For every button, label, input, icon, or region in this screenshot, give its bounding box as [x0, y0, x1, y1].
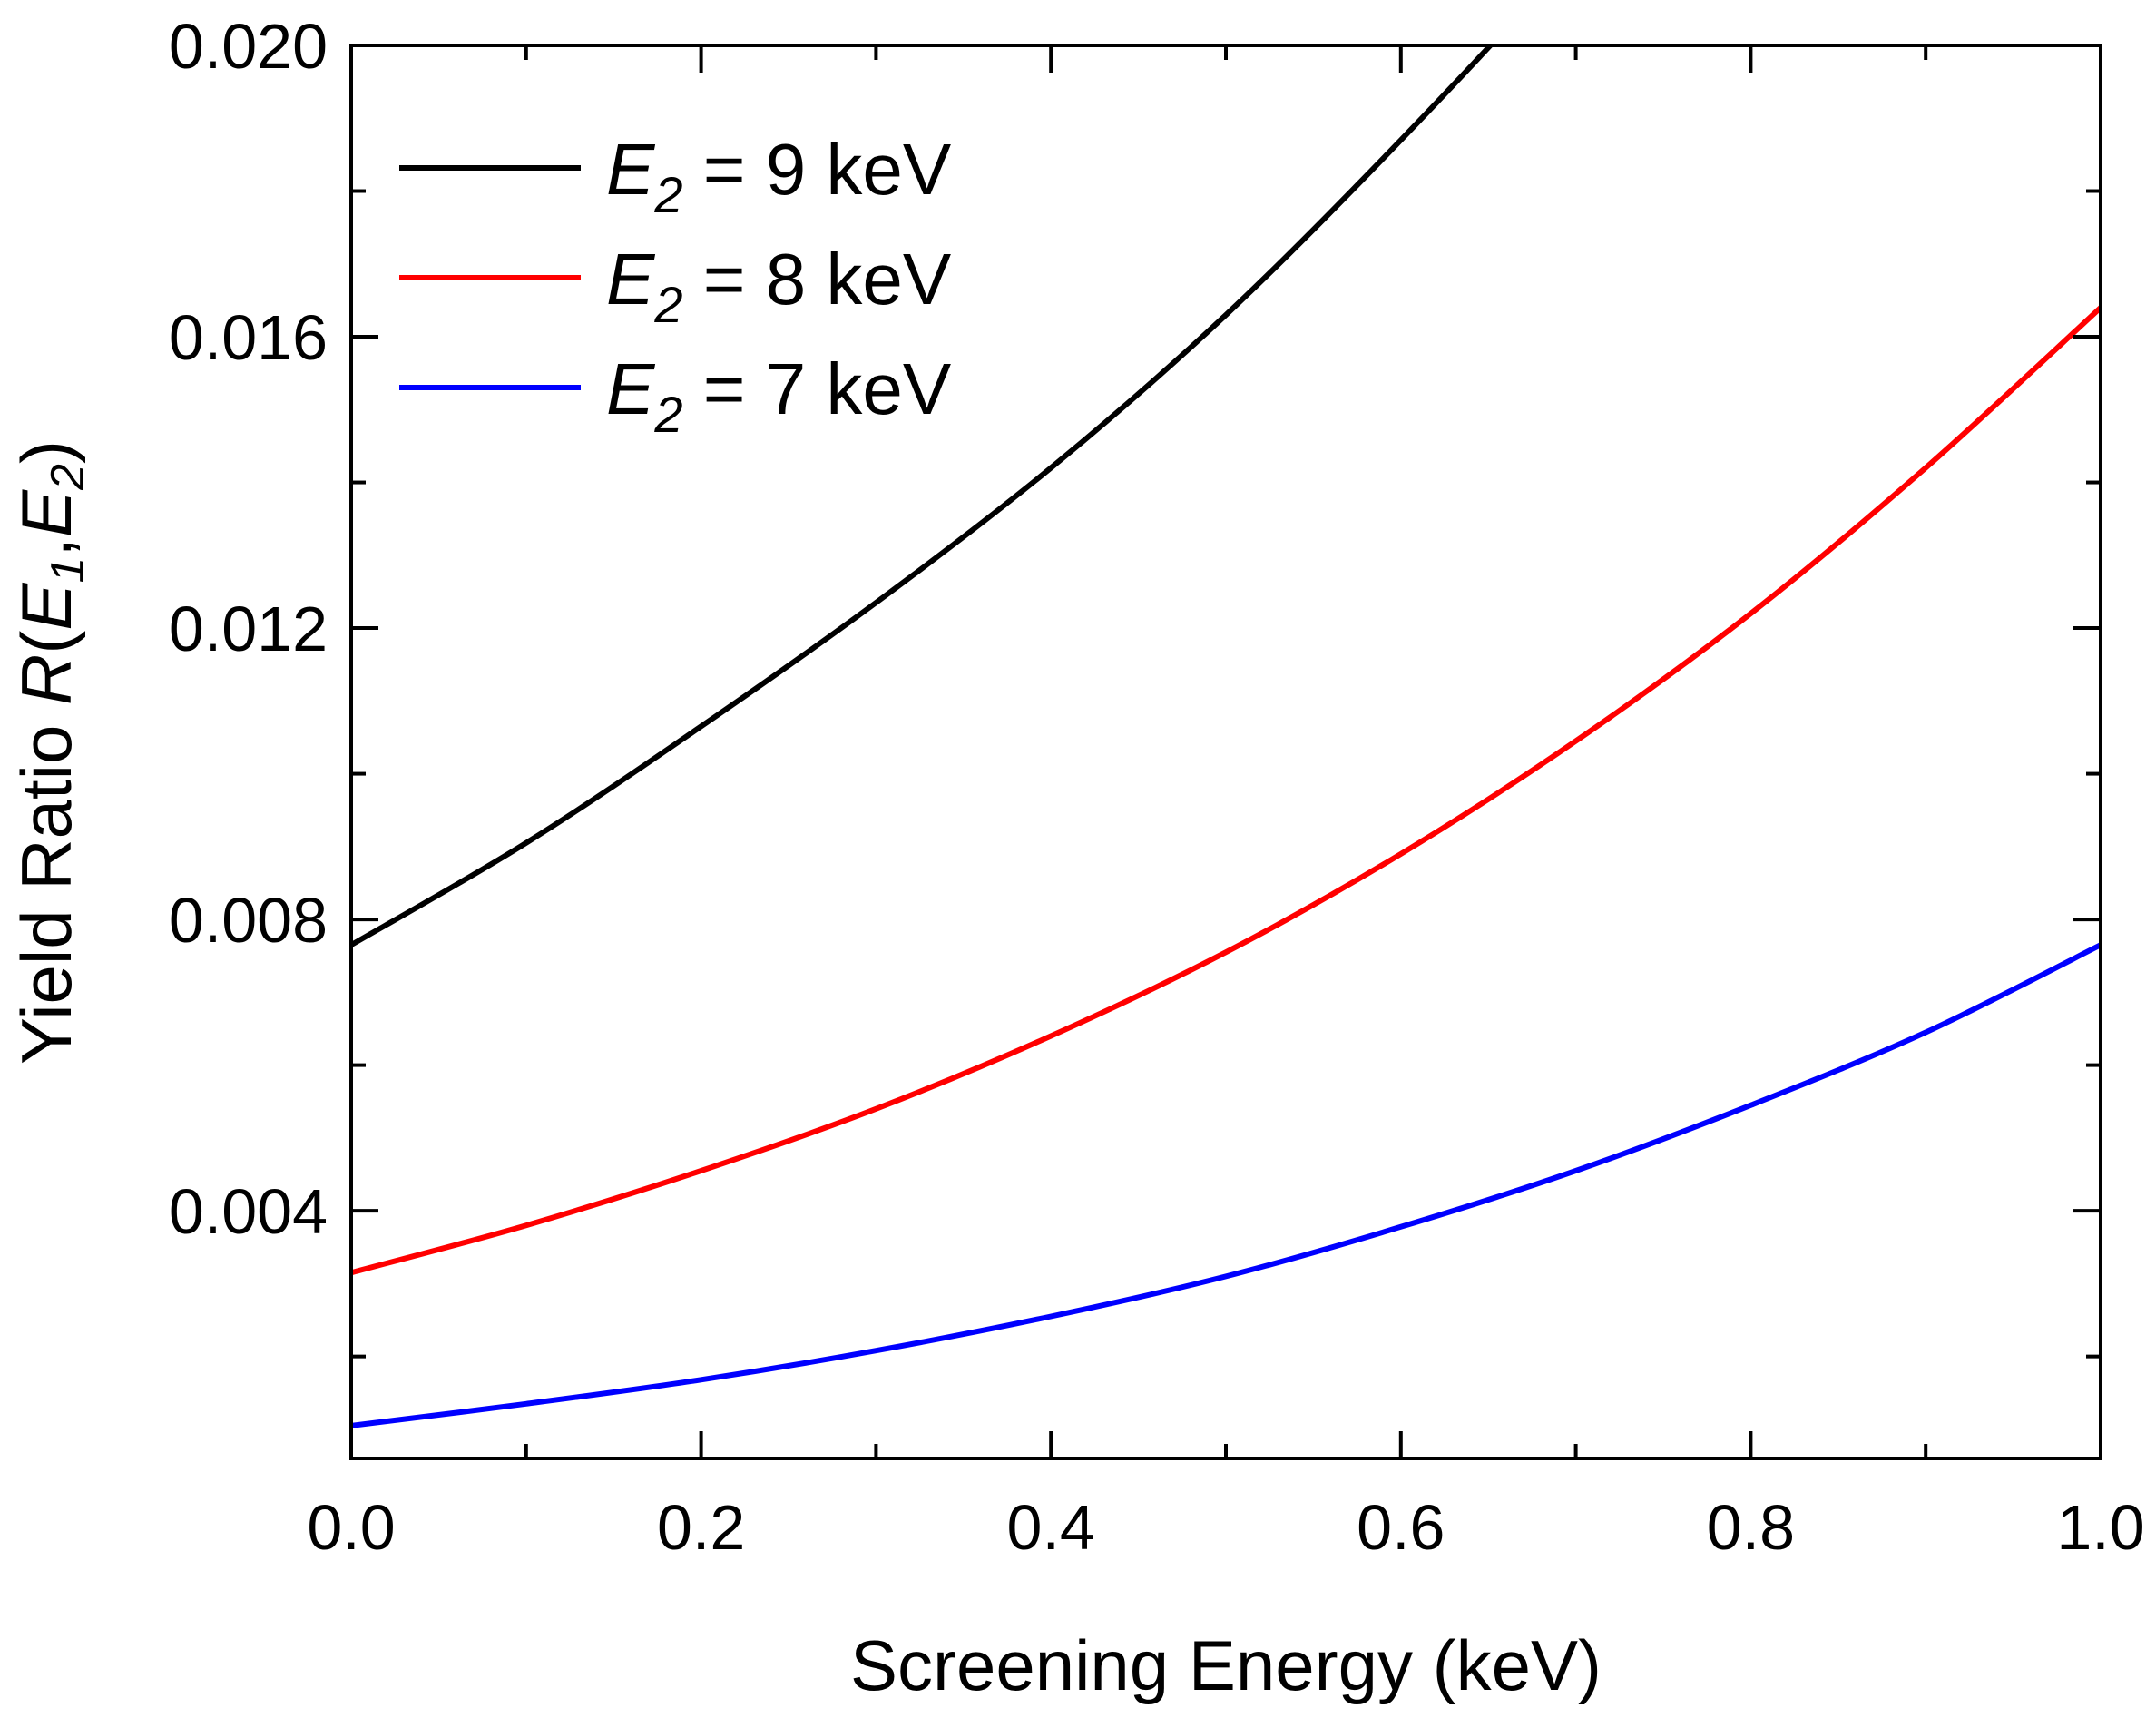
- series-line-0: [351, 45, 1494, 947]
- y-tick-label-4: 0.020: [169, 11, 328, 82]
- legend-label-rest-0: = 9 keV: [683, 129, 952, 210]
- y-axis-title-prefix: Yield Ratio: [6, 705, 86, 1065]
- legend-label-var-1: E: [606, 239, 656, 319]
- series-line-2: [351, 942, 2101, 1428]
- y-tick-label-0: 0.004: [169, 1176, 328, 1247]
- y-tick-label-3: 0.016: [169, 302, 328, 373]
- legend-label-sub-0: 2: [653, 166, 682, 223]
- y-axis-title-arg1-sub: 1: [42, 557, 94, 584]
- legend-label-sub-2: 2: [653, 386, 682, 443]
- y-axis-title: Yield Ratio R(E1,E2): [6, 440, 94, 1065]
- x-axis-title: Screening Energy (keV): [850, 1625, 1602, 1705]
- legend-label-rest-1: = 8 keV: [683, 239, 952, 319]
- legend-label-0: E2 = 9 keV: [606, 129, 952, 223]
- y-axis-title-close: ): [6, 440, 86, 464]
- y-tick-label-2: 0.012: [169, 594, 328, 664]
- y-axis-title-arg2: E: [6, 489, 86, 537]
- legend-label-1: E2 = 8 keV: [606, 239, 952, 333]
- legend-label-sub-1: 2: [653, 276, 682, 333]
- legend-label-2: E2 = 7 keV: [606, 349, 952, 443]
- x-tick-label-1: 0.2: [657, 1492, 745, 1563]
- y-tick-label-1: 0.008: [169, 885, 328, 956]
- x-tick-label-0: 0.0: [307, 1492, 395, 1563]
- series-line-1: [351, 305, 2101, 1276]
- tick-layer: 0.0 0.2 0.4 0.6 0.8 1.0 0.004 0.008 0.012 0.016 0.…: [169, 11, 2145, 1563]
- series-layer: [351, 45, 2101, 1428]
- x-tick-label-2: 0.4: [1007, 1492, 1095, 1563]
- y-axis-title-arg1: E: [6, 583, 86, 631]
- y-axis-title-func: R: [6, 654, 86, 705]
- x-tick-label-5: 1.0: [2056, 1492, 2144, 1563]
- legend-label-var-2: E: [606, 349, 656, 429]
- y-axis-title-open: (: [6, 631, 86, 654]
- legend-label-var-0: E: [606, 129, 656, 210]
- y-axis-title-sep: ,: [6, 537, 86, 557]
- y-axis-title-arg2-sub: 2: [42, 464, 94, 491]
- x-tick-label-4: 0.8: [1707, 1492, 1795, 1563]
- x-tick-label-3: 0.6: [1357, 1492, 1445, 1563]
- legend-label-rest-2: = 7 keV: [683, 349, 952, 429]
